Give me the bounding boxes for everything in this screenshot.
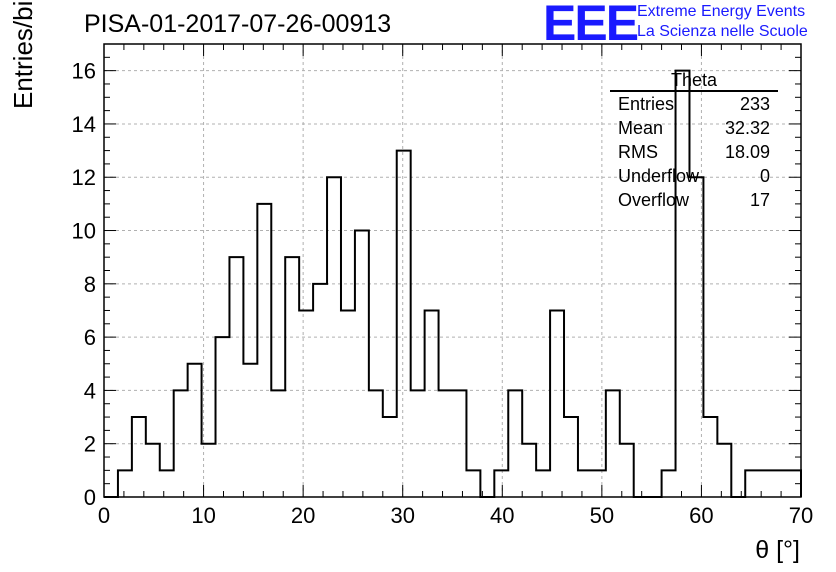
x-axis-label: θ [°] — [755, 536, 800, 564]
stats-label: Mean — [618, 118, 664, 138]
histogram-bin — [522, 444, 536, 497]
y-tick-label: 4 — [84, 378, 96, 403]
histogram-bin — [216, 337, 230, 497]
stats-box: Theta Entries 233 Mean 32.32 RMS 18.09 U… — [610, 70, 778, 212]
stats-value: 32.32 — [724, 118, 770, 138]
histogram-bin — [188, 364, 202, 497]
histogram-bin — [773, 470, 787, 497]
stats-value: 233 — [739, 94, 770, 114]
stats-row-rms: RMS 18.09 — [610, 140, 778, 164]
brand-line-2: La Scienza nelle Scuole — [637, 23, 808, 40]
histogram-bin — [257, 204, 271, 497]
y-tick-label: 16 — [72, 59, 96, 84]
histogram-bin — [160, 470, 174, 497]
histogram-bin — [662, 470, 676, 497]
stats-label: Underflow — [618, 166, 700, 186]
stats-label: Overflow — [618, 190, 690, 210]
x-tick-label: 10 — [191, 503, 215, 528]
stats-row-mean: Mean 32.32 — [610, 116, 778, 140]
y-tick-label: 0 — [84, 485, 96, 510]
stats-label: Entries — [618, 94, 675, 114]
eee-logo: EEE — [543, 0, 639, 51]
histogram-series — [104, 69, 802, 498]
stats-row-overflow: Overflow 17 — [610, 188, 778, 212]
stats-value: 0 — [759, 166, 770, 186]
x-tick-label: 60 — [689, 503, 713, 528]
y-tick-label: 8 — [84, 272, 96, 297]
histogram-bin — [620, 444, 634, 497]
histogram-bin — [466, 470, 480, 497]
x-tick-label: 0 — [98, 503, 110, 528]
histogram-bin — [341, 310, 355, 497]
stats-label: RMS — [618, 142, 658, 162]
x-tick-label: 30 — [390, 503, 414, 528]
stats-value: 17 — [749, 190, 770, 210]
histogram-bin — [494, 470, 508, 497]
y-axis-label-text: Entries/bin — [8, 0, 38, 109]
x-tick-label: 40 — [490, 503, 514, 528]
histogram-bin — [132, 417, 146, 497]
histogram-bin — [299, 310, 313, 497]
histogram-bin — [397, 151, 411, 497]
y-tick-label: 10 — [72, 219, 96, 244]
histogram-bin — [285, 257, 299, 497]
y-tick-label: 6 — [84, 325, 96, 350]
y-tick-label: 2 — [84, 432, 96, 457]
histogram-bin — [229, 257, 243, 497]
histogram-bin — [174, 390, 188, 497]
y-axis-label: Entries/bin — [8, 0, 39, 109]
stats-title: Theta — [610, 70, 778, 92]
histogram-bin — [578, 470, 592, 497]
histogram-bin — [536, 470, 550, 497]
x-tick-label: 20 — [291, 503, 315, 528]
x-tick-label: 50 — [590, 503, 614, 528]
histogram-bin — [564, 417, 578, 497]
stats-row-underflow: Underflow 0 — [610, 164, 778, 188]
histogram-bin — [355, 231, 369, 497]
chart-title: PISA-01-2017-07-26-00913 — [84, 10, 392, 38]
y-tick-label: 14 — [72, 112, 96, 137]
histogram-bin — [592, 470, 606, 497]
histogram-bin — [118, 470, 132, 497]
y-tick-label: 12 — [72, 165, 96, 190]
stats-row-entries: Entries 233 — [610, 92, 778, 116]
histogram-bin — [383, 417, 397, 497]
histogram-bin — [550, 310, 564, 497]
histogram-bin — [717, 444, 731, 497]
x-tick-label: 70 — [789, 503, 813, 528]
plot-frame — [103, 43, 802, 498]
histogram-bin — [146, 444, 160, 497]
histogram-bin — [243, 364, 257, 497]
stats-value: 18.09 — [724, 142, 770, 162]
histogram-bin — [703, 417, 717, 497]
brand-line-1: Extreme Energy Events — [637, 3, 806, 20]
histogram-bin — [745, 470, 759, 497]
histogram-bin — [606, 390, 620, 497]
histogram-bin — [425, 310, 439, 497]
